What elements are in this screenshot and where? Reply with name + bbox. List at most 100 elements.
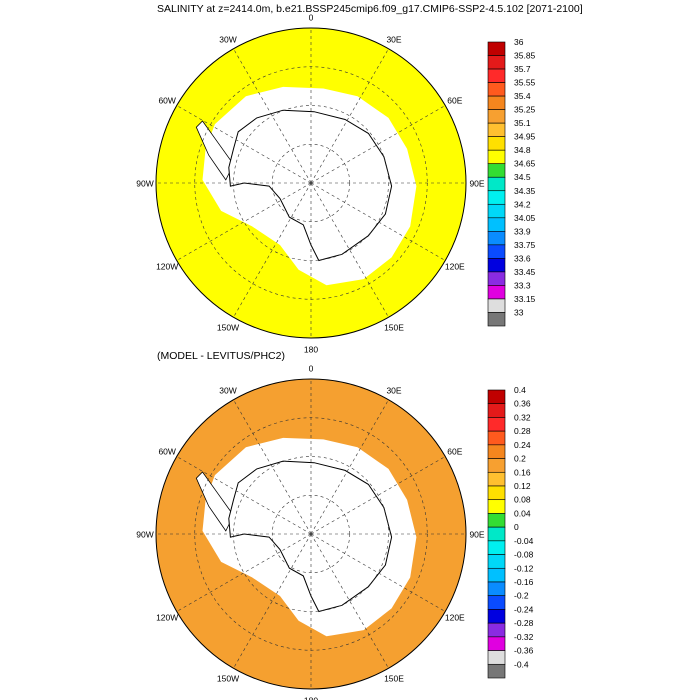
bottom-colorbar-swatch <box>487 389 506 405</box>
top-meridian <box>310 48 389 184</box>
bottom-colorbar: 0.4 0.36 0.32 0.28 0.24 0.2 0.16 0.12 0.08 0.04 0 -… <box>487 385 534 679</box>
top-map-border <box>155 27 467 339</box>
top-longitude-label: 60E <box>447 96 462 106</box>
bottom-longitude-label: 180 <box>304 696 318 700</box>
bottom-colorbar-label: -0.36 <box>514 646 534 656</box>
top-colorbar-label: 34.8 <box>514 145 531 155</box>
bottom-meridian <box>310 399 389 535</box>
top-colorbar-label: 34.65 <box>514 159 536 169</box>
top-colorbar-swatch <box>487 95 506 110</box>
top-colorbar-label: 35.7 <box>514 64 531 74</box>
top-colorbar-label: 35.55 <box>514 78 536 88</box>
top-longitude-label: 60W <box>158 96 175 106</box>
top-meridian <box>176 105 312 184</box>
top-colorbar-label: 34.35 <box>514 186 536 196</box>
top-colorbar-label: 36 <box>514 37 524 47</box>
bottom-colorbar-swatch <box>487 471 506 487</box>
bottom-colorbar-label: 0.12 <box>514 481 531 491</box>
bottom-colorbar-swatch <box>487 513 506 528</box>
top-colorbar-label: 35.25 <box>514 105 536 115</box>
bottom-colorbar-swatch <box>487 622 506 638</box>
bottom-colorbar-label: -0.32 <box>514 632 534 642</box>
bottom-meridian <box>176 456 312 535</box>
bottom-colorbar-label: 0.16 <box>514 467 531 477</box>
top-colorbar-swatch <box>487 271 506 286</box>
bottom-colorbar-label: -0.28 <box>514 618 534 628</box>
bottom-colorbar-swatch <box>487 444 506 459</box>
top-map-panel: 0 30E 60E 90E 120E 150E 180 150W 120W 90W 60W 30W 36… <box>136 13 535 355</box>
bottom-colorbar-swatch <box>487 430 506 446</box>
top-colorbar-label: 33.15 <box>514 294 536 304</box>
top-colorbar-swatch <box>487 203 506 219</box>
top-colorbar-label: 33.6 <box>514 253 531 263</box>
top-colorbar-label: 33.9 <box>514 226 531 236</box>
top-colorbar-label: 35.4 <box>514 91 531 101</box>
top-colorbar-label: 33.45 <box>514 267 536 277</box>
bottom-longitude-label: 90W <box>136 530 153 540</box>
bottom-antarctica-coastline <box>228 460 393 613</box>
bottom-colorbar-swatch <box>487 526 506 542</box>
bottom-colorbar-label: 0.24 <box>514 440 531 450</box>
top-colorbar-swatch <box>487 176 506 192</box>
bottom-map-title: (MODEL - LEVITUS/PHC2) <box>157 350 285 362</box>
top-colorbar-swatch <box>487 231 506 246</box>
top-colorbar-swatch <box>487 68 506 83</box>
bottom-colorbar-label: -0.04 <box>514 536 534 546</box>
top-colorbar-swatch <box>487 55 506 70</box>
top-colorbar-swatch <box>487 190 506 205</box>
top-longitude-label: 150W <box>217 322 239 332</box>
top-longitude-label: 30E <box>386 35 401 45</box>
bottom-latitude-circle <box>233 456 389 612</box>
top-colorbar-label: 34.5 <box>514 172 531 182</box>
bottom-meridian <box>310 456 446 535</box>
top-colorbar-swatch <box>487 258 506 273</box>
bottom-longitude-label: 120E <box>445 613 465 623</box>
bottom-map-panel: 0 30E 60E 90E 120E 150E 180 150W 120W 90W 60W 30W 0.… <box>136 364 533 700</box>
bottom-colorbar-swatch <box>487 554 506 569</box>
top-colorbar: 36 35.85 35.7 35.55 35.4 35.25 35.1 34.95 34.8 34… <box>487 37 536 327</box>
bottom-colorbar-label: 0.4 <box>514 385 526 395</box>
top-colorbar-swatch <box>487 217 506 232</box>
bottom-colorbar-swatch <box>487 540 506 555</box>
top-colorbar-swatch <box>487 82 506 97</box>
bottom-meridian <box>176 533 312 612</box>
bottom-colorbar-label: -0.24 <box>514 604 534 614</box>
top-colorbar-label: 34.95 <box>514 132 536 142</box>
bottom-colorbar-swatch <box>487 417 506 432</box>
top-longitude-label: 120E <box>445 262 465 272</box>
top-longitude-label: 90E <box>469 179 484 189</box>
top-longitude-label: 120W <box>156 262 178 272</box>
bottom-colorbar-swatch <box>487 650 506 665</box>
bottom-colorbar-label: 0.04 <box>514 508 531 518</box>
bottom-meridian <box>233 533 312 669</box>
top-colorbar-swatch <box>487 136 506 151</box>
bottom-longitude-label: 30E <box>386 386 401 396</box>
bottom-meridian <box>233 399 312 535</box>
top-colorbar-label: 33 <box>514 308 524 318</box>
bottom-longitude-label: 150E <box>384 673 404 683</box>
top-meridian <box>176 182 312 261</box>
top-colorbar-swatch <box>487 109 506 124</box>
bottom-longitude-label: 60W <box>158 447 175 457</box>
bottom-colorbar-swatch <box>487 609 506 624</box>
top-colorbar-swatch <box>487 149 506 165</box>
top-colorbar-swatch <box>487 163 506 178</box>
bottom-colorbar-label: -0.08 <box>514 550 534 560</box>
bottom-longitude-label: 60E <box>447 447 462 457</box>
top-colorbar-label: 34.2 <box>514 199 531 209</box>
top-colorbar-label: 35.85 <box>514 51 536 61</box>
top-colorbar-swatch <box>487 285 506 300</box>
bottom-longitude-label: 90E <box>469 530 484 540</box>
bottom-colorbar-swatch <box>487 595 506 610</box>
bottom-colorbar-label: 0.32 <box>514 412 531 422</box>
bottom-colorbar-label: 0.2 <box>514 454 526 464</box>
top-meridian <box>233 48 312 184</box>
top-antarctica-coastline <box>228 109 393 262</box>
top-meridian <box>233 182 312 318</box>
top-colorbar-label: 33.3 <box>514 280 531 290</box>
bottom-longitude-label: 150W <box>217 673 239 683</box>
bottom-colorbar-label: 0.08 <box>514 495 531 505</box>
bottom-colorbar-label: 0.36 <box>514 399 531 409</box>
top-colorbar-label: 35.1 <box>514 118 531 128</box>
